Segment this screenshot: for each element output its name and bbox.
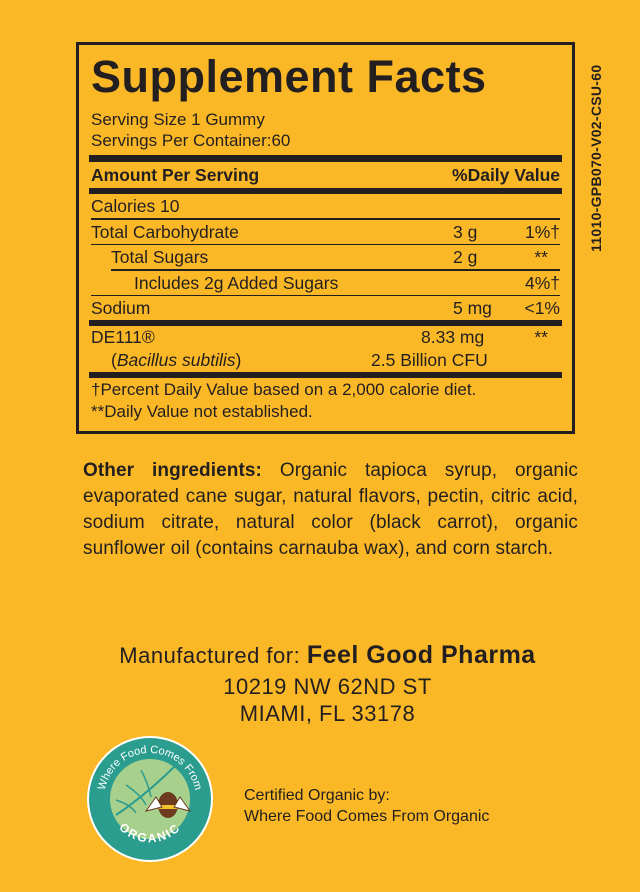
- row-dv: 4%†: [524, 272, 560, 293]
- table-row: Total Carbohydrate 3 g 1%†: [91, 220, 560, 244]
- supplement-facts-panel: Supplement Facts Serving Size 1 Gummy Se…: [76, 42, 575, 434]
- dv-header: %Daily Value: [452, 165, 560, 185]
- row-cfu: 2.5 Billion CFU: [371, 350, 488, 370]
- address-line-2: MIAMI, FL 33178: [239, 701, 416, 726]
- row-dv: **: [534, 247, 548, 267]
- table-row: Calories 10: [91, 194, 560, 218]
- row-name: DE111®: [91, 327, 155, 347]
- product-code: 11010-GPB070-V02-CSU-60: [588, 64, 604, 252]
- row-dv: 1%†: [524, 221, 560, 242]
- paren: ): [235, 350, 242, 370]
- footnote: †Percent Daily Value based on a 2,000 ca…: [91, 380, 477, 399]
- row-amount: 8.33 mg: [421, 327, 485, 347]
- certifier-name: Where Food Comes From Organic: [244, 808, 490, 825]
- row-name: Calories 10: [91, 196, 180, 216]
- footnote: **Daily Value not established.: [91, 402, 313, 421]
- table-row: Sodium 5 mg <1%: [91, 296, 560, 320]
- address-line-1: 10219 NW 62ND ST: [223, 674, 432, 699]
- manufacturer-line: Manufactured for: Feel Good Pharma: [0, 640, 640, 670]
- organic-certification-logo: Where Food Comes From ORGANIC: [87, 736, 213, 862]
- table-row-species: (Bacillus subtilis) 2.5 Billion CFU: [91, 349, 560, 372]
- table-row: Total Sugars 2 g **: [91, 245, 560, 269]
- amount-header: Amount Per Serving: [91, 165, 260, 185]
- manufacturer-name: Feel Good Pharma: [306, 641, 536, 669]
- row-amount: 5 mg: [453, 298, 492, 318]
- other-ingredients-text: Organic tapioca syrup, organic evaporate…: [83, 460, 579, 559]
- table-row-probiotic: DE111® 8.33 mg **: [91, 326, 560, 349]
- row-dv: **: [534, 327, 548, 347]
- species-name: Bacillus subtilis: [116, 350, 236, 370]
- other-ingredients-label: Other ingredients:: [83, 460, 262, 481]
- other-ingredients: Other ingredients: Organic tapioca syrup…: [83, 458, 578, 562]
- serving-size: Serving Size 1 Gummy: [91, 110, 265, 129]
- table-row: Includes 2g Added Sugars 4%†: [91, 271, 560, 295]
- manufacturer-prefix: Manufactured for:: [119, 643, 307, 668]
- row-name: Total Sugars: [111, 247, 209, 267]
- row-name: Sodium: [91, 298, 151, 318]
- row-amount: 2 g: [453, 247, 478, 267]
- row-amount: 3 g: [453, 221, 478, 242]
- table-header: Amount Per Serving %Daily Value: [91, 162, 560, 188]
- servings-per-container: Servings Per Container:60: [91, 131, 291, 150]
- panel-title: Supplement Facts: [91, 51, 487, 102]
- row-name: Includes 2g Added Sugars: [134, 272, 339, 293]
- row-dv: <1%: [524, 298, 560, 318]
- certified-by-label: Certified Organic by:: [244, 787, 390, 804]
- paren: (: [111, 350, 117, 370]
- row-name: Total Carbohydrate: [91, 221, 239, 242]
